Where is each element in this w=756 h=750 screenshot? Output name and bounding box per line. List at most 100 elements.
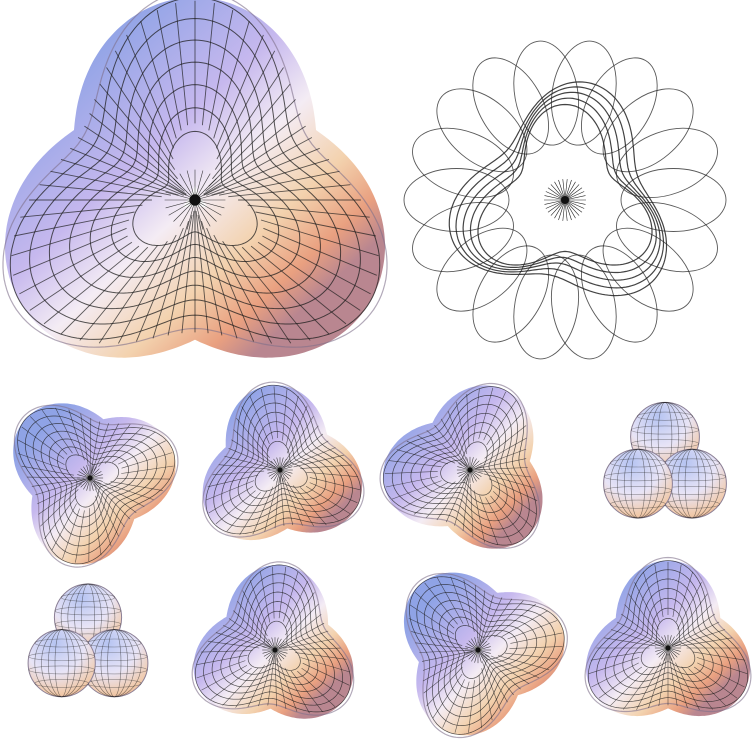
stage-7-grid-meridian [442, 679, 465, 728]
stage-6-pole [272, 647, 278, 653]
stage-8-grid-meridian [670, 657, 688, 709]
stage-1-grid-meridian [95, 495, 112, 547]
large-shaded-grid-meridian [250, 245, 347, 325]
stage-8-grid-meridian [674, 629, 726, 647]
large-shaded-grid-meridian [212, 83, 291, 180]
stage-3-grid-meridian [388, 460, 442, 467]
large-wireframe-petal-loop [412, 127, 514, 198]
stage-6-grid-meridian [260, 571, 271, 623]
large-wireframe-petal-loop [472, 245, 550, 343]
stage-3-pole [467, 467, 473, 473]
stage-2-grid-meridian [249, 395, 270, 445]
stage-6-grid-meridian [283, 638, 334, 649]
large-wireframe-core-loop [462, 91, 661, 281]
stage-3-grid-meridian [434, 425, 468, 467]
stage-1-grid-meridian [68, 409, 85, 461]
stage-2-tube [202, 385, 363, 541]
stage-2-grid-meridian [231, 439, 276, 468]
large-shaded-grid-meridian [219, 170, 340, 196]
large-shaded-grid-meridian [167, 214, 193, 336]
stage-7-grid-meridian [481, 668, 493, 721]
knot-stage-6 [191, 561, 355, 719]
stage-1-grid-meridian [121, 465, 174, 474]
large-shaded-pole [189, 194, 201, 206]
large-shaded-grid-meridian [175, 3, 189, 126]
stage-4-lobe-parallel [630, 439, 699, 449]
stage-3-grid-meridian [391, 480, 442, 500]
large-shaded-grid-meridian [213, 20, 250, 139]
large-wireframe-petal-loop [580, 57, 658, 155]
large-wireframe-petal-loop [403, 168, 510, 232]
stage-3-grid-meridian [426, 430, 467, 467]
stage-6-grid-meridian [280, 614, 322, 647]
stage-1-grid-meridian [21, 426, 65, 459]
stage-7-grid-meridian [498, 655, 550, 671]
stage-7-grid-meridian [504, 652, 558, 660]
stage-2-grid-meridian [241, 406, 269, 451]
stage-8-grid-meridian [598, 666, 642, 699]
large-wireframe-petal-loop [472, 57, 550, 155]
stage-7-grid-meridian [423, 659, 466, 694]
stage-7-grid-meridian [450, 576, 470, 627]
stage-5-lobe [27, 629, 96, 698]
stage-8-grid-meridian [643, 571, 660, 623]
stage-2-grid-meridian [300, 464, 352, 469]
stage-6-grid-meridian [233, 610, 272, 647]
large-shaded-grid-meridian [216, 50, 276, 160]
stage-6-grid-meridian [247, 660, 271, 708]
stage-1-grid-meridian [51, 503, 77, 551]
stage-1-grid-meridian [37, 480, 85, 505]
knot-stage-4 [603, 401, 727, 519]
stage-7-grid-meridian [409, 604, 455, 635]
large-shaded-knot [2, 0, 388, 358]
stage-7-grid-meridian [487, 600, 524, 640]
stage-5-lobe-parallel [28, 665, 95, 675]
large-shaded-grid-meridian [99, 83, 178, 180]
stage-6-grid-meridian [285, 580, 308, 628]
stage-3-grid-meridian [484, 425, 527, 459]
stage-7-grid-meridian [474, 584, 478, 638]
stage-6-grid-meridian [235, 664, 265, 708]
large-shaded-grid-meridian [152, 220, 190, 339]
large-shaded-grid-meridian [126, 34, 175, 149]
stage-3-grid-meridian [417, 434, 462, 465]
large-shaded-grid-meridian [257, 241, 361, 311]
stage-8-grid-meridian [634, 582, 659, 630]
stage-2-grid-meridian [224, 455, 275, 469]
large-shaded-grid-meridian [203, 125, 306, 195]
large-shaded-grid-meridian [213, 234, 272, 344]
stage-2-grid-meridian [283, 433, 323, 468]
stage-8-grid-meridian [588, 657, 640, 674]
stage-2-grid-meridian [226, 492, 261, 532]
stage-3-grid-meridian [445, 473, 469, 523]
large-wireframe-petal-loop [616, 202, 718, 273]
stage-7-grid-meridian [480, 653, 514, 696]
large-wireframe-petal-loop [436, 88, 528, 173]
stage-1-grid-meridian [89, 418, 92, 472]
stage-2-grid-meridian [280, 474, 285, 526]
stage-2-grid-meridian [309, 482, 358, 503]
stage-7-grid-meridian [421, 650, 474, 662]
stage-3-grid-meridian [492, 491, 533, 528]
stage-3-grid-meridian [447, 410, 467, 461]
stage-3-grid-meridian [486, 412, 524, 452]
stage-7-grid-meridian [463, 579, 475, 632]
large-shaded-grid-meridian [20, 204, 143, 218]
stage-4-lobe-parallel [610, 458, 666, 468]
large-shaded-grid-meridian [60, 158, 179, 196]
stage-2-grid-meridian [285, 415, 314, 461]
stage-7-grid-meridian [501, 610, 548, 637]
stage-2-grid-meridian [264, 481, 278, 532]
large-shaded-grid-meridian [29, 241, 133, 311]
stage-3-grid-meridian [413, 481, 456, 515]
large-wireframe-petal-loop [412, 202, 514, 273]
large-shaded-grid-meridian [156, 9, 182, 131]
stage-6-grid-meridian [242, 590, 268, 637]
stage-2-grid-meridian [215, 490, 256, 525]
stage-2-grid-meridian [282, 389, 288, 441]
stage-8-grid-meridian [677, 582, 702, 630]
stage-1-grid-meridian [93, 423, 119, 471]
knot-stage-8 [584, 556, 752, 717]
large-shaded-grid-meridian [208, 99, 296, 187]
